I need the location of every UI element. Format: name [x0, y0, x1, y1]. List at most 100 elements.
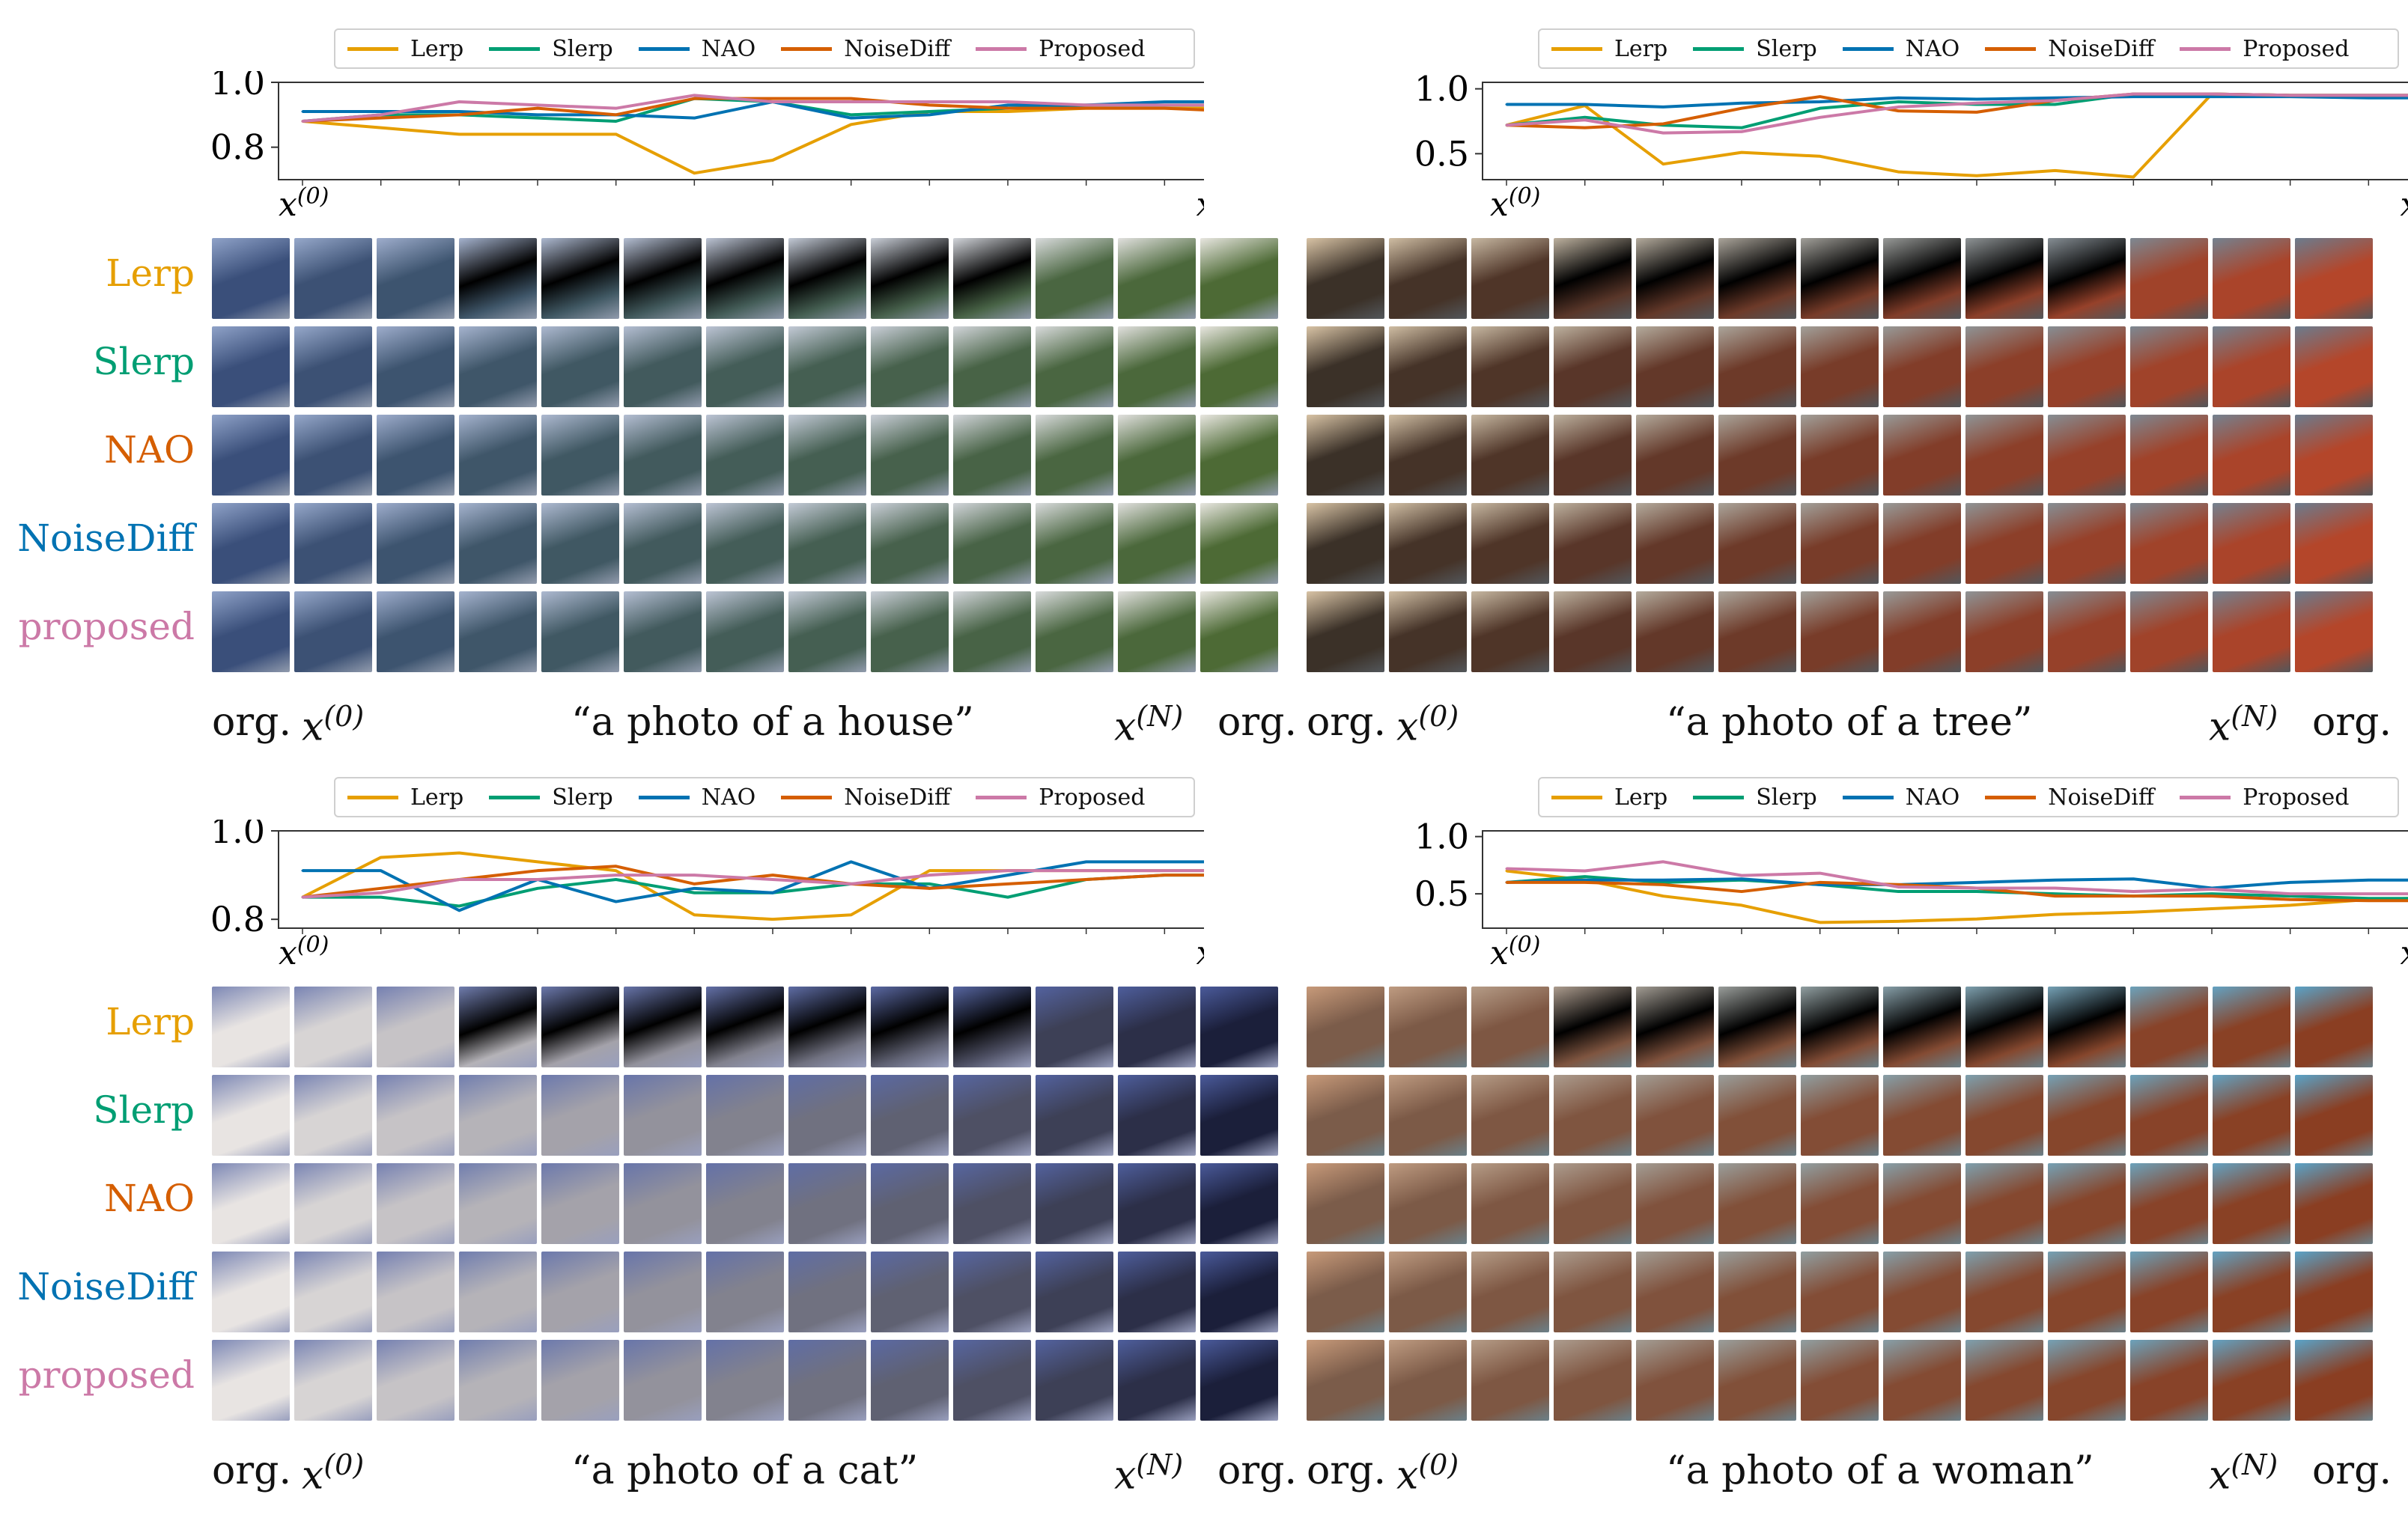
caption-x-sup: (N): [2231, 1448, 2278, 1481]
interpolation-frame: [1718, 1252, 1796, 1332]
legend-line-slerp: [1693, 46, 1745, 51]
caption-x-sup: (N): [1136, 1448, 1184, 1481]
interpolation-frame: [2295, 987, 2373, 1067]
interpolation-frame: [1389, 591, 1467, 672]
data-point-proposed: [536, 878, 539, 881]
caption-org-left: org.: [212, 700, 291, 745]
data-point-lerp: [2054, 913, 2057, 916]
interpolation-frame: [377, 238, 454, 319]
axis-label-x0: x(0): [1490, 932, 1540, 972]
interpolation-frame: [2295, 415, 2373, 496]
data-point-nao: [1505, 103, 1508, 106]
data-point-slerp: [1819, 107, 1822, 110]
interpolation-frame: [788, 1340, 866, 1421]
interpolation-frame: [1883, 415, 1961, 496]
data-point-proposed: [1163, 103, 1166, 106]
legend-item-lerp: Lerp: [347, 784, 463, 811]
data-point-lerp: [2132, 911, 2135, 914]
interpolation-frame: [2130, 1340, 2208, 1421]
data-point-proposed: [1006, 869, 1009, 872]
data-point-noisediff: [1819, 881, 1822, 884]
data-point-noisediff: [1661, 883, 1664, 886]
interpolation-frame: [541, 1252, 619, 1332]
interpolation-frame: [2295, 1075, 2373, 1156]
caption-xN: x(N): [1114, 700, 1183, 749]
interpolation-frame: [294, 1252, 372, 1332]
data-point-nao: [1584, 879, 1587, 882]
interpolation-frame: [541, 591, 619, 672]
caption-xN: x(N): [2209, 700, 2278, 749]
data-point-nao: [1006, 874, 1009, 877]
interpolation-frame: [624, 987, 702, 1067]
x-base: x: [279, 934, 297, 972]
image-strip-proposed: [1307, 591, 2373, 672]
data-point-proposed: [2132, 890, 2135, 893]
interpolation-frame: [2295, 326, 2373, 407]
legend-line-lerp: [347, 795, 398, 799]
data-point-noisediff: [1819, 95, 1822, 98]
data-point-lerp: [1740, 903, 1743, 906]
legend-label: Slerp: [1756, 35, 1817, 62]
interpolation-frame: [1718, 987, 1796, 1067]
legend-line-proposed: [976, 795, 1027, 799]
x-sup: (0): [1509, 932, 1541, 958]
interpolation-frame: [706, 987, 784, 1067]
legend-line-nao: [1842, 795, 1894, 799]
interpolation-frame: [1801, 1340, 1879, 1421]
data-point-proposed: [771, 878, 774, 881]
interpolation-frame: [1554, 1163, 1632, 1244]
data-point-noisediff: [1897, 109, 1900, 112]
data-point-slerp: [928, 883, 931, 885]
interpolation-frame: [953, 326, 1031, 407]
interpolation-frame: [1200, 1252, 1278, 1332]
axis-label-x0: x(0): [1490, 183, 1540, 224]
legend-line-proposed: [2180, 46, 2231, 51]
data-point-slerp: [536, 117, 539, 120]
x-sup: (0): [297, 932, 329, 958]
interpolation-frame: [2213, 415, 2290, 496]
interpolation-frame: [2213, 326, 2290, 407]
interpolation-frame: [2295, 503, 2373, 584]
interpolation-frame: [459, 987, 537, 1067]
line-chart: 0.51.0x(0)x(N): [1414, 820, 2408, 972]
data-point-nao: [1975, 881, 1978, 884]
interpolation-frame: [1389, 326, 1467, 407]
interpolation-frame: [1036, 1163, 1113, 1244]
row-label-proposed: proposed: [18, 1353, 195, 1397]
interpolation-frame: [377, 503, 454, 584]
interpolation-frame: [459, 503, 537, 584]
data-point-lerp: [1006, 110, 1009, 113]
interpolation-frame: [2213, 1163, 2290, 1244]
data-point-noisediff: [850, 97, 853, 100]
data-point-nao: [1661, 106, 1664, 109]
interpolation-frame: [1036, 1252, 1113, 1332]
interpolation-frame: [624, 326, 702, 407]
interpolation-frame: [377, 1340, 454, 1421]
interpolation-frame: [2213, 503, 2290, 584]
interpolation-frame: [541, 415, 619, 496]
interpolation-frame: [2295, 1340, 2373, 1421]
caption-org-right: org.: [1217, 1448, 1297, 1493]
data-point-proposed: [301, 896, 304, 899]
data-point-nao: [2132, 95, 2135, 98]
interpolation-frame: [624, 415, 702, 496]
data-point-nao: [1584, 103, 1587, 106]
data-point-slerp: [1740, 126, 1743, 129]
interpolation-frame: [1200, 238, 1278, 319]
caption-x-base: x: [302, 704, 324, 750]
interpolation-frame: [706, 1340, 784, 1421]
data-point-nao: [615, 900, 618, 903]
caption-x0: x(0): [302, 700, 364, 749]
image-strip-slerp: [1307, 326, 2373, 407]
interpolation-frame: [624, 503, 702, 584]
interpolation-frame: [377, 987, 454, 1067]
image-strip-nao: [212, 1163, 1278, 1244]
legend-label: NAO: [1905, 784, 1960, 811]
interpolation-frame: [2130, 503, 2208, 584]
interpolation-frame: [1200, 591, 1278, 672]
interpolation-frame: [377, 415, 454, 496]
data-point-noisediff: [1740, 890, 1743, 893]
legend-line-noisediff: [781, 46, 833, 51]
interpolation-frame: [1801, 415, 1879, 496]
legend-item-slerp: Slerp: [489, 784, 613, 811]
